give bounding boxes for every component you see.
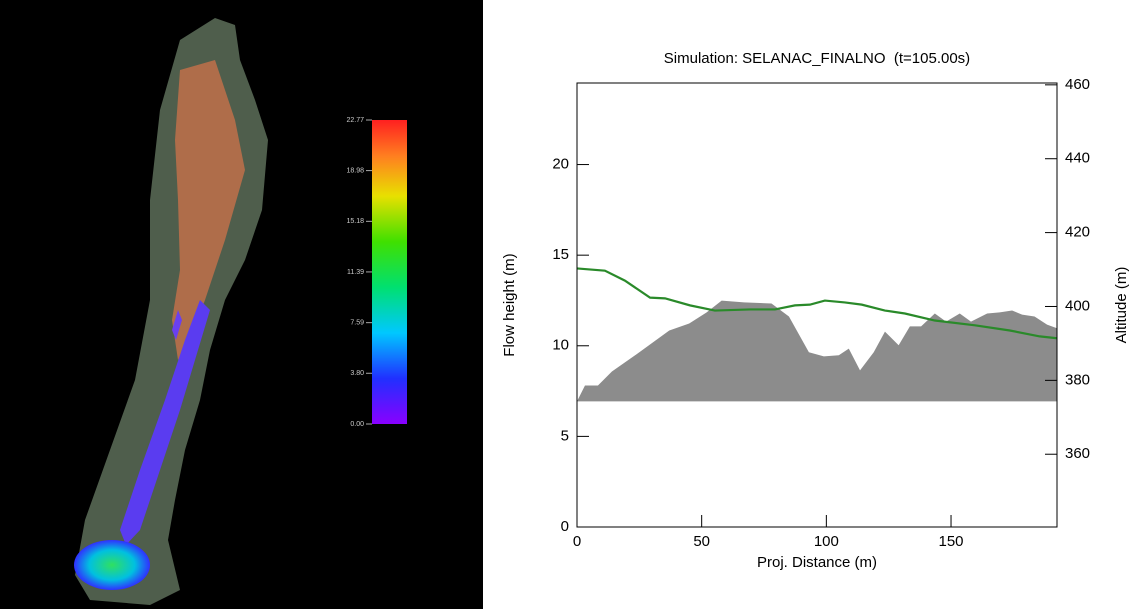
- colorbar-tick-label: 11.39: [347, 269, 364, 276]
- x-axis-label: Proj. Distance (m): [757, 554, 877, 571]
- x-tick-label: 150: [939, 533, 964, 550]
- plot-frame: [576, 82, 1058, 528]
- map-channel: [120, 300, 210, 545]
- y-tick-label: 0: [561, 518, 569, 535]
- colorbar-tick-label: 15.18: [346, 218, 364, 225]
- y-axis-label: Flow height (m): [501, 253, 518, 356]
- y2-tick-label: 460: [1065, 76, 1090, 93]
- y-tick-label: 15: [552, 246, 569, 263]
- y2-axis-label: Altitude (m): [1113, 267, 1130, 344]
- colorbar-tick-label: 3.80: [350, 370, 364, 377]
- colorbar-tick-label: 18.98: [346, 167, 364, 174]
- y-tick-label: 5: [561, 427, 569, 444]
- chart-title: Simulation: SELANAC_FINALNO (t=105.00s): [664, 50, 970, 67]
- plot-border: [576, 82, 1058, 528]
- colorbar-tick-label: 22.77: [346, 117, 364, 124]
- map-pool: [74, 540, 150, 590]
- colorbar-tick-label: 0.00: [350, 421, 364, 428]
- y2-tick-label: 380: [1065, 371, 1090, 388]
- x-tick-label: 0: [573, 533, 581, 550]
- x-tick-label: 50: [693, 533, 710, 550]
- map-channel: [172, 310, 182, 340]
- y-tick-label: 20: [552, 156, 569, 173]
- colorbar-tick-label: 7.59: [350, 320, 364, 327]
- x-tick-label: 100: [814, 533, 839, 550]
- y-tick-label: 10: [552, 337, 569, 354]
- y2-tick-label: 360: [1065, 445, 1090, 462]
- y2-tick-label: 400: [1065, 297, 1090, 314]
- map-deposit: [172, 60, 245, 360]
- flow-line: [576, 267, 1058, 340]
- y2-tick-label: 440: [1065, 150, 1090, 167]
- colorbar: [372, 120, 407, 424]
- terrain-area: [577, 300, 1057, 402]
- colorbar-title: Flow height (m): [338, 244, 347, 299]
- y2-tick-label: 420: [1065, 224, 1090, 241]
